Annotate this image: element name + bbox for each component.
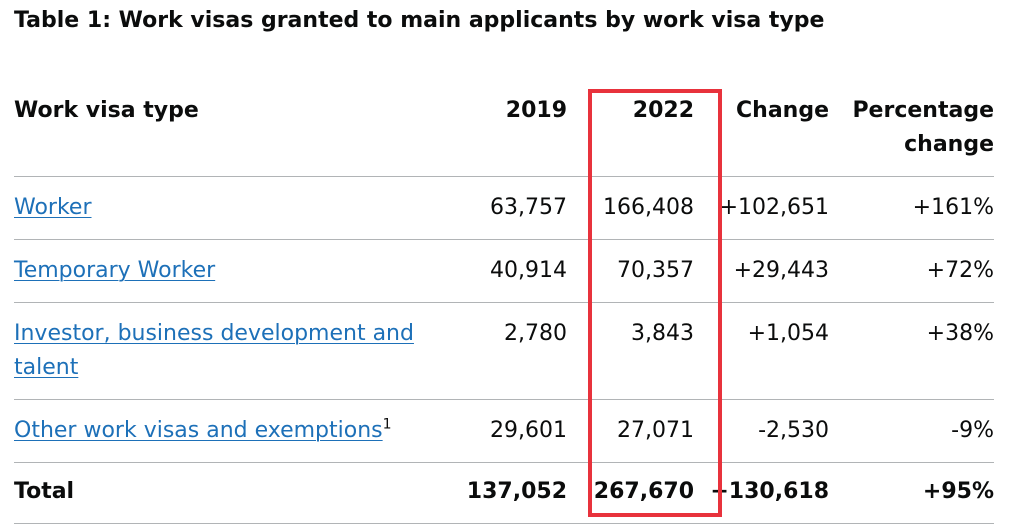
table-total-row: Total 137,052 267,670 +130,618 +95% [14, 463, 994, 524]
header-percentage-line1: Percentage [852, 98, 994, 123]
header-percentage-change: Percentage change [852, 94, 994, 162]
table-row: Other work visas and exemptions1 29,601 … [14, 400, 994, 463]
total-2022-value: 267,670 [593, 479, 694, 504]
row-2019-value: 63,757 [490, 195, 567, 220]
investor-business-development-talent-link[interactable]: Investor, business development and talen… [14, 321, 414, 380]
table-row: Temporary Worker 40,914 70,357 +29,443 +… [14, 240, 994, 303]
total-2019-value: 137,052 [466, 479, 567, 504]
row-percentage-value: +161% [912, 195, 994, 220]
row-percentage-value: +38% [926, 321, 994, 346]
footnote-marker[interactable]: 1 [382, 416, 392, 433]
table-row: Worker 63,757 166,408 +102,651 +161% [14, 177, 994, 240]
row-percentage-value: -9% [951, 418, 994, 443]
row-type-cell: Investor, business development and talen… [14, 317, 424, 385]
other-work-visas-exemptions-link[interactable]: Other work visas and exemptions [14, 418, 383, 443]
header-2022: 2022 [632, 98, 694, 123]
table-title: Table 1: Work visas granted to main appl… [14, 8, 825, 33]
row-2019-value: 2,780 [504, 321, 567, 346]
temporary-worker-link[interactable]: Temporary Worker [14, 258, 216, 283]
row-2022-value: 3,843 [631, 321, 694, 346]
row-2022-value: 70,357 [617, 258, 694, 283]
table-header-row: Work visa type 2019 2022 Change Percenta… [14, 92, 994, 177]
worker-link[interactable]: Worker [14, 195, 92, 220]
row-change-value: +102,651 [719, 195, 829, 220]
total-label: Total [14, 479, 75, 504]
row-change-value: -2,530 [758, 418, 829, 443]
total-change-value: +130,618 [710, 479, 829, 504]
row-type-cell: Worker [14, 191, 454, 225]
row-2019-value: 29,601 [490, 418, 567, 443]
row-change-value: +29,443 [733, 258, 829, 283]
header-work-visa-type: Work visa type [14, 98, 199, 123]
row-type-cell: Other work visas and exemptions1 [14, 414, 454, 448]
row-2022-value: 27,071 [617, 418, 694, 443]
table-row: Investor, business development and talen… [14, 303, 994, 400]
row-change-value: +1,054 [747, 321, 829, 346]
row-type-cell: Temporary Worker [14, 254, 454, 288]
header-change: Change [736, 98, 829, 123]
header-percentage-line2: change [904, 132, 994, 157]
row-percentage-value: +72% [926, 258, 994, 283]
row-2019-value: 40,914 [490, 258, 567, 283]
header-2019: 2019 [505, 98, 567, 123]
row-2022-value: 166,408 [603, 195, 694, 220]
total-percentage-value: +95% [922, 479, 994, 504]
